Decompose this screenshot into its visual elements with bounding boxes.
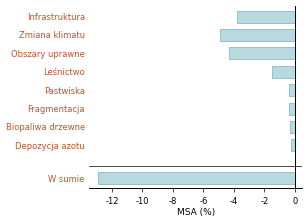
X-axis label: MSA (%): MSA (%) bbox=[176, 209, 215, 217]
Bar bbox=[289, 84, 295, 96]
Bar bbox=[291, 139, 295, 151]
Bar bbox=[229, 47, 295, 59]
Bar bbox=[290, 121, 295, 133]
Bar bbox=[290, 103, 295, 115]
Bar bbox=[220, 29, 295, 41]
Bar bbox=[237, 11, 295, 23]
Bar bbox=[98, 172, 295, 184]
Bar bbox=[272, 66, 295, 78]
